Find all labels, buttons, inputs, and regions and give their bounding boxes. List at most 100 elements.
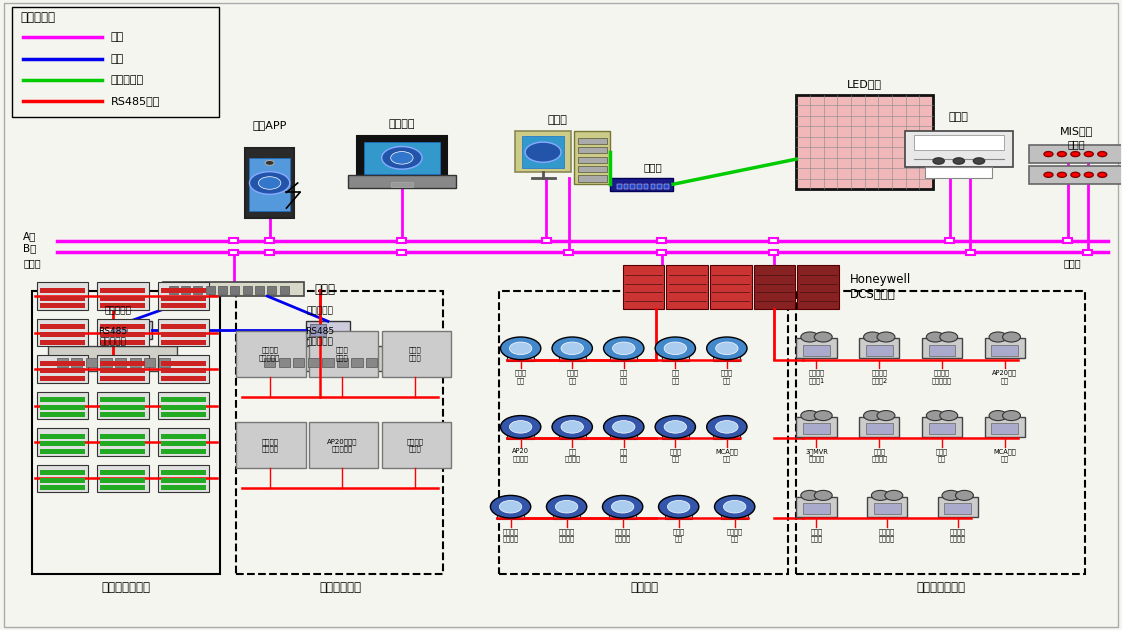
Bar	[397, 249, 406, 255]
Circle shape	[715, 495, 755, 518]
Bar	[160, 303, 205, 308]
Text: 葡萄段特
车网仪表: 葡萄段特 车网仪表	[615, 528, 631, 542]
Bar	[101, 369, 145, 374]
Text: 蒸汽进厂
总流量2: 蒸汽进厂 总流量2	[871, 370, 888, 384]
Bar	[803, 345, 830, 356]
Bar	[160, 485, 205, 490]
Bar	[229, 238, 238, 243]
Bar	[160, 434, 205, 439]
Bar	[230, 286, 239, 294]
Circle shape	[954, 158, 965, 164]
Bar	[160, 288, 205, 293]
Bar	[101, 332, 145, 337]
Circle shape	[801, 490, 819, 500]
Bar	[553, 505, 580, 519]
Text: 以太网: 以太网	[24, 258, 40, 268]
Text: 总建水
仪表: 总建水 仪表	[515, 370, 526, 384]
Bar	[255, 346, 384, 371]
Bar	[98, 282, 148, 310]
Bar	[40, 405, 85, 410]
Circle shape	[509, 342, 532, 355]
Bar	[497, 505, 524, 519]
Circle shape	[613, 421, 635, 433]
Circle shape	[940, 332, 958, 342]
Bar	[922, 338, 963, 358]
Bar	[578, 147, 607, 154]
Bar	[12, 7, 219, 117]
Bar	[507, 347, 534, 361]
Text: 防火墙: 防火墙	[1068, 139, 1085, 149]
Bar	[357, 137, 447, 177]
Text: RS485
转光纤模块: RS485 转光纤模块	[99, 328, 127, 347]
Bar	[662, 347, 689, 361]
Bar	[637, 184, 642, 188]
Text: 光缆: 光缆	[110, 54, 123, 64]
Bar	[160, 405, 205, 410]
Bar	[101, 434, 145, 439]
Circle shape	[603, 495, 643, 518]
Bar	[37, 464, 89, 492]
Circle shape	[990, 411, 1008, 421]
Bar	[992, 345, 1018, 356]
Circle shape	[707, 416, 747, 438]
Circle shape	[1097, 173, 1106, 177]
Bar	[499, 291, 789, 574]
Circle shape	[990, 332, 1008, 342]
Bar	[157, 428, 209, 456]
Bar	[859, 417, 900, 437]
Bar	[108, 321, 151, 339]
Bar	[866, 345, 893, 356]
Bar	[985, 417, 1024, 437]
Text: AP20车网配
电室控制柜: AP20车网配 电室控制柜	[328, 438, 358, 452]
Bar	[770, 238, 779, 243]
Circle shape	[546, 495, 587, 518]
Bar	[662, 426, 689, 440]
Text: 葛根特
车网仪表: 葛根特 车网仪表	[872, 449, 888, 462]
Bar	[945, 503, 972, 514]
Bar	[307, 358, 319, 367]
Bar	[1029, 166, 1122, 183]
Text: 西厨房
仪表: 西厨房 仪表	[670, 449, 681, 462]
Text: LED大屏: LED大屏	[847, 79, 882, 89]
Circle shape	[525, 142, 561, 163]
Bar	[160, 449, 205, 454]
Bar	[966, 249, 975, 255]
Circle shape	[499, 500, 522, 513]
Bar	[40, 470, 85, 475]
Text: AP20
车网仪表: AP20 车网仪表	[512, 449, 530, 462]
Circle shape	[655, 337, 696, 360]
Circle shape	[668, 500, 690, 513]
Circle shape	[716, 342, 738, 355]
Bar	[40, 442, 85, 447]
Circle shape	[561, 342, 583, 355]
Bar	[364, 142, 440, 173]
Circle shape	[552, 337, 592, 360]
Text: MCA车网
仪表: MCA车网 仪表	[716, 449, 738, 462]
Bar	[101, 340, 145, 345]
Bar	[157, 392, 209, 420]
Bar	[564, 249, 573, 255]
Circle shape	[249, 172, 289, 194]
Text: 冷冻机
控制柜: 冷冻机 控制柜	[408, 347, 422, 361]
Circle shape	[613, 342, 635, 355]
Circle shape	[381, 147, 422, 169]
Bar	[129, 358, 140, 367]
Bar	[267, 286, 276, 294]
Bar	[874, 503, 901, 514]
Bar	[623, 265, 664, 309]
Bar	[859, 338, 900, 358]
Text: Honeywell
DCS控制器: Honeywell DCS控制器	[850, 273, 911, 301]
Bar	[867, 496, 908, 517]
Bar	[522, 137, 564, 168]
Bar	[264, 358, 275, 367]
Text: 移动终端: 移动终端	[388, 119, 415, 129]
Bar	[905, 131, 1013, 168]
Bar	[985, 338, 1024, 358]
Bar	[578, 166, 607, 173]
Bar	[348, 175, 456, 188]
Text: 厂区水表: 厂区水表	[629, 581, 657, 594]
Bar	[797, 496, 837, 517]
Bar	[40, 332, 85, 337]
Text: 空压机配
电室控制柜: 空压机配 电室控制柜	[259, 347, 280, 361]
Text: MIS系统: MIS系统	[1060, 127, 1093, 137]
